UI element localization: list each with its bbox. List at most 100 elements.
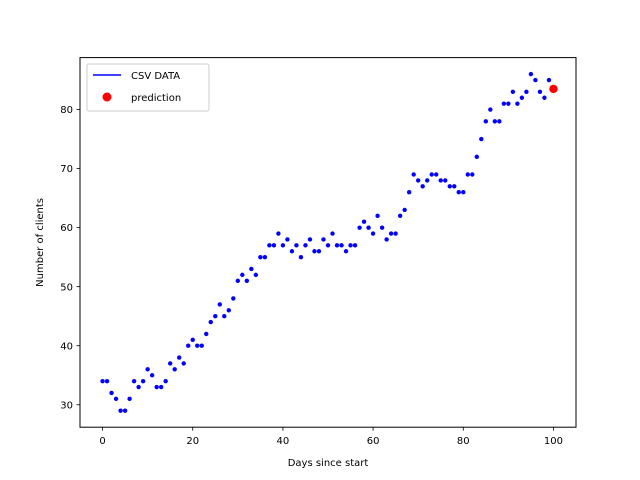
csv-data-point xyxy=(501,101,507,106)
x-tick-label: 80 xyxy=(457,436,470,447)
csv-data-point xyxy=(177,355,182,360)
legend-label-csv-data: CSV DATA xyxy=(131,71,180,82)
csv-data-point xyxy=(172,367,177,372)
csv-data-point xyxy=(280,243,286,248)
csv-data-point xyxy=(384,237,389,242)
csv-data-point xyxy=(122,408,128,413)
csv-data-point xyxy=(118,408,123,413)
csv-data-point xyxy=(528,71,534,77)
csv-data-point xyxy=(253,272,259,278)
csv-data-point xyxy=(307,237,313,242)
x-tick-label: 60 xyxy=(367,436,380,447)
csv-data-point xyxy=(231,296,236,301)
csv-data-point xyxy=(190,337,195,343)
csv-data-point xyxy=(393,231,398,236)
csv-data-point xyxy=(226,308,231,313)
csv-data-point xyxy=(330,231,335,236)
csv-data-point xyxy=(429,172,434,177)
csv-data-point xyxy=(343,249,349,254)
csv-data-point xyxy=(420,184,425,189)
csv-data-point xyxy=(104,378,110,384)
y-axis: 30 40 50 60 70 80 xyxy=(60,105,80,411)
csv-data-point xyxy=(470,172,475,177)
y-tick-label: 70 xyxy=(60,164,73,175)
csv-data-point xyxy=(312,249,317,254)
prediction-point xyxy=(549,84,558,94)
csv-data-point xyxy=(258,254,263,260)
csv-data-point xyxy=(271,243,277,248)
csv-data-point xyxy=(479,136,484,142)
csv-data-point xyxy=(352,243,358,248)
x-tick-label: 0 xyxy=(99,436,105,447)
x-axis: 0 20 40 60 80 100 xyxy=(99,427,563,447)
csv-data-point xyxy=(406,190,412,195)
csv-data-point xyxy=(289,249,295,254)
csv-data-point xyxy=(361,219,367,224)
csv-data-point xyxy=(249,266,254,272)
csv-data-point xyxy=(474,154,479,159)
csv-data-point xyxy=(186,343,191,348)
csv-data-point xyxy=(379,225,385,230)
csv-data-point xyxy=(222,314,227,319)
csv-data-point xyxy=(488,107,493,112)
csv-data-point xyxy=(434,172,439,177)
y-tick-label: 30 xyxy=(60,400,73,411)
csv-data-point xyxy=(285,237,290,242)
csv-data-point xyxy=(100,378,105,384)
csv-data-point xyxy=(411,172,416,177)
csv-data-point xyxy=(294,243,299,248)
csv-data-point xyxy=(127,396,132,402)
csv-data-point xyxy=(537,89,543,95)
csv-data-point xyxy=(167,361,173,366)
csv-data-point xyxy=(506,101,511,106)
csv-data-point xyxy=(492,119,498,124)
legend: CSV DATA prediction xyxy=(86,63,210,112)
csv-data-point xyxy=(456,190,461,195)
csv-data-point xyxy=(519,95,525,100)
csv-data-point xyxy=(339,243,344,248)
csv-data-point xyxy=(240,272,245,278)
csv-data-point xyxy=(154,384,159,390)
csv-data-point xyxy=(425,178,430,183)
csv-data-point xyxy=(375,213,380,219)
csv-data-point xyxy=(199,343,204,348)
csv-data-point xyxy=(181,361,186,366)
plot-frame xyxy=(79,57,577,428)
csv-data-point xyxy=(131,378,137,384)
csv-data-point xyxy=(303,243,308,248)
csv-data-point xyxy=(497,119,502,124)
csv-data-point xyxy=(510,89,516,95)
csv-data-point xyxy=(415,178,421,183)
legend-label-prediction: prediction xyxy=(131,93,181,104)
csv-data-point xyxy=(113,396,119,402)
plot-marks xyxy=(100,71,558,413)
csv-data-point xyxy=(465,172,470,177)
csv-data-point xyxy=(163,378,168,384)
csv-data-point xyxy=(204,331,209,337)
y-tick-label: 60 xyxy=(60,223,73,234)
csv-data-point xyxy=(357,225,362,230)
csv-data-point xyxy=(316,249,322,254)
csv-data-point xyxy=(136,384,141,390)
x-tick-label: 100 xyxy=(544,436,563,447)
csv-data-point xyxy=(483,119,489,124)
y-axis-label: Number of clients xyxy=(35,198,46,287)
csv-data-point xyxy=(140,378,146,384)
csv-data-point xyxy=(452,184,457,189)
csv-data-point xyxy=(149,373,155,378)
csv-data-point xyxy=(145,367,150,372)
csv-data-point xyxy=(217,302,222,307)
csv-data-point xyxy=(213,314,218,319)
csv-data-point xyxy=(524,89,529,95)
csv-data-point xyxy=(348,243,353,248)
csv-data-point xyxy=(109,390,114,396)
csv-data-point xyxy=(397,213,403,219)
csv-data-point xyxy=(515,101,520,106)
y-tick-label: 50 xyxy=(60,282,73,293)
csv-data-point xyxy=(370,231,376,236)
csv-data-point xyxy=(533,77,538,83)
csv-data-point xyxy=(244,278,250,283)
csv-data-point xyxy=(461,190,466,195)
csv-data-point xyxy=(235,278,241,283)
